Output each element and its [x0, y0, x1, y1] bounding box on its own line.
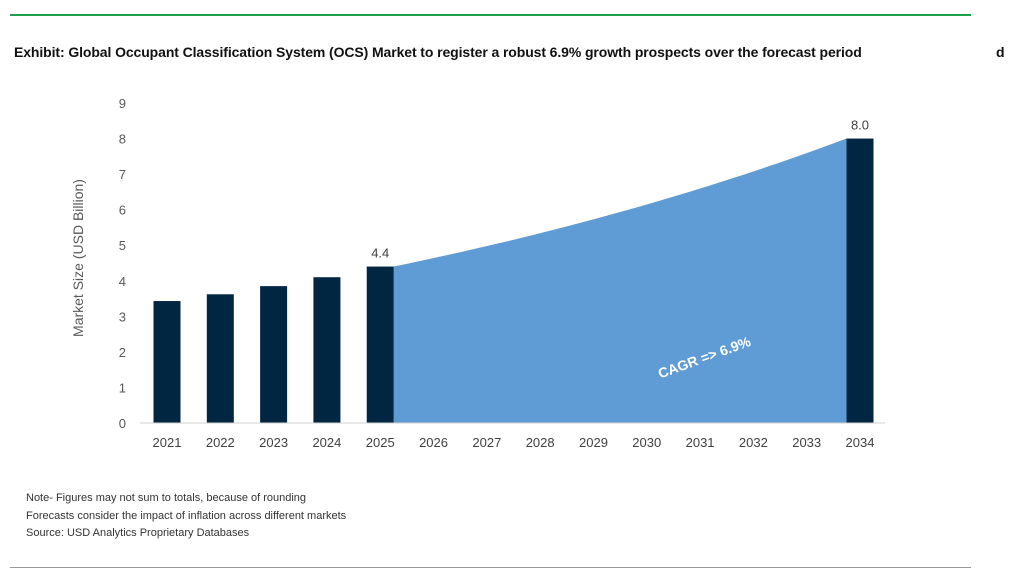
y-tick-label: 6 — [119, 203, 126, 218]
y-tick-label: 1 — [119, 380, 126, 395]
bar-2021 — [153, 301, 181, 423]
chart-title: Exhibit: Global Occupant Classification … — [14, 44, 862, 60]
y-tick-label: 3 — [119, 309, 126, 324]
top-rule — [10, 14, 971, 16]
y-axis-label: Market Size (USD Billion) — [70, 179, 86, 337]
bar-2034 — [846, 138, 874, 424]
x-tick-label: 2025 — [366, 435, 395, 450]
x-tick-label: 2026 — [419, 435, 448, 450]
y-tick-label: 7 — [119, 167, 126, 182]
x-tick-label: 2024 — [312, 435, 341, 450]
x-tick-label: 2028 — [526, 435, 555, 450]
y-tick-label: 9 — [119, 96, 126, 111]
y-tick-label: 4 — [119, 274, 126, 289]
bar-2023 — [260, 286, 288, 423]
x-tick-label: 2032 — [739, 435, 768, 450]
y-tick-label: 8 — [119, 132, 126, 147]
x-tick-label: 2029 — [579, 435, 608, 450]
x-tick-label: 2031 — [686, 435, 715, 450]
y-tick-label: 0 — [119, 416, 126, 431]
title-overflow: d — [996, 44, 1005, 60]
x-tick-label: 2034 — [846, 435, 875, 450]
data-label-2034: 8.0 — [851, 118, 869, 133]
x-tick-label: 2022 — [206, 435, 235, 450]
bar-2024 — [313, 277, 341, 423]
x-tick-label: 2023 — [259, 435, 288, 450]
forecast-area — [393, 138, 847, 424]
data-label-2025: 4.4 — [371, 246, 389, 261]
bar-2025 — [366, 266, 394, 423]
y-tick-label: 2 — [119, 345, 126, 360]
x-tick-label: 2030 — [632, 435, 661, 450]
x-tick-label: 2027 — [472, 435, 501, 450]
x-tick-label: 2033 — [792, 435, 821, 450]
note-source: Source: USD Analytics Proprietary Databa… — [26, 527, 250, 539]
y-tick-label: 5 — [119, 238, 126, 253]
bar-2022 — [206, 294, 234, 423]
note-inflation: Forecasts consider the impact of inflati… — [26, 510, 347, 522]
note-rounding: Note- Figures may not sum to totals, bec… — [26, 492, 307, 504]
x-tick-label: 2021 — [153, 435, 182, 450]
bottom-rule — [10, 567, 971, 568]
